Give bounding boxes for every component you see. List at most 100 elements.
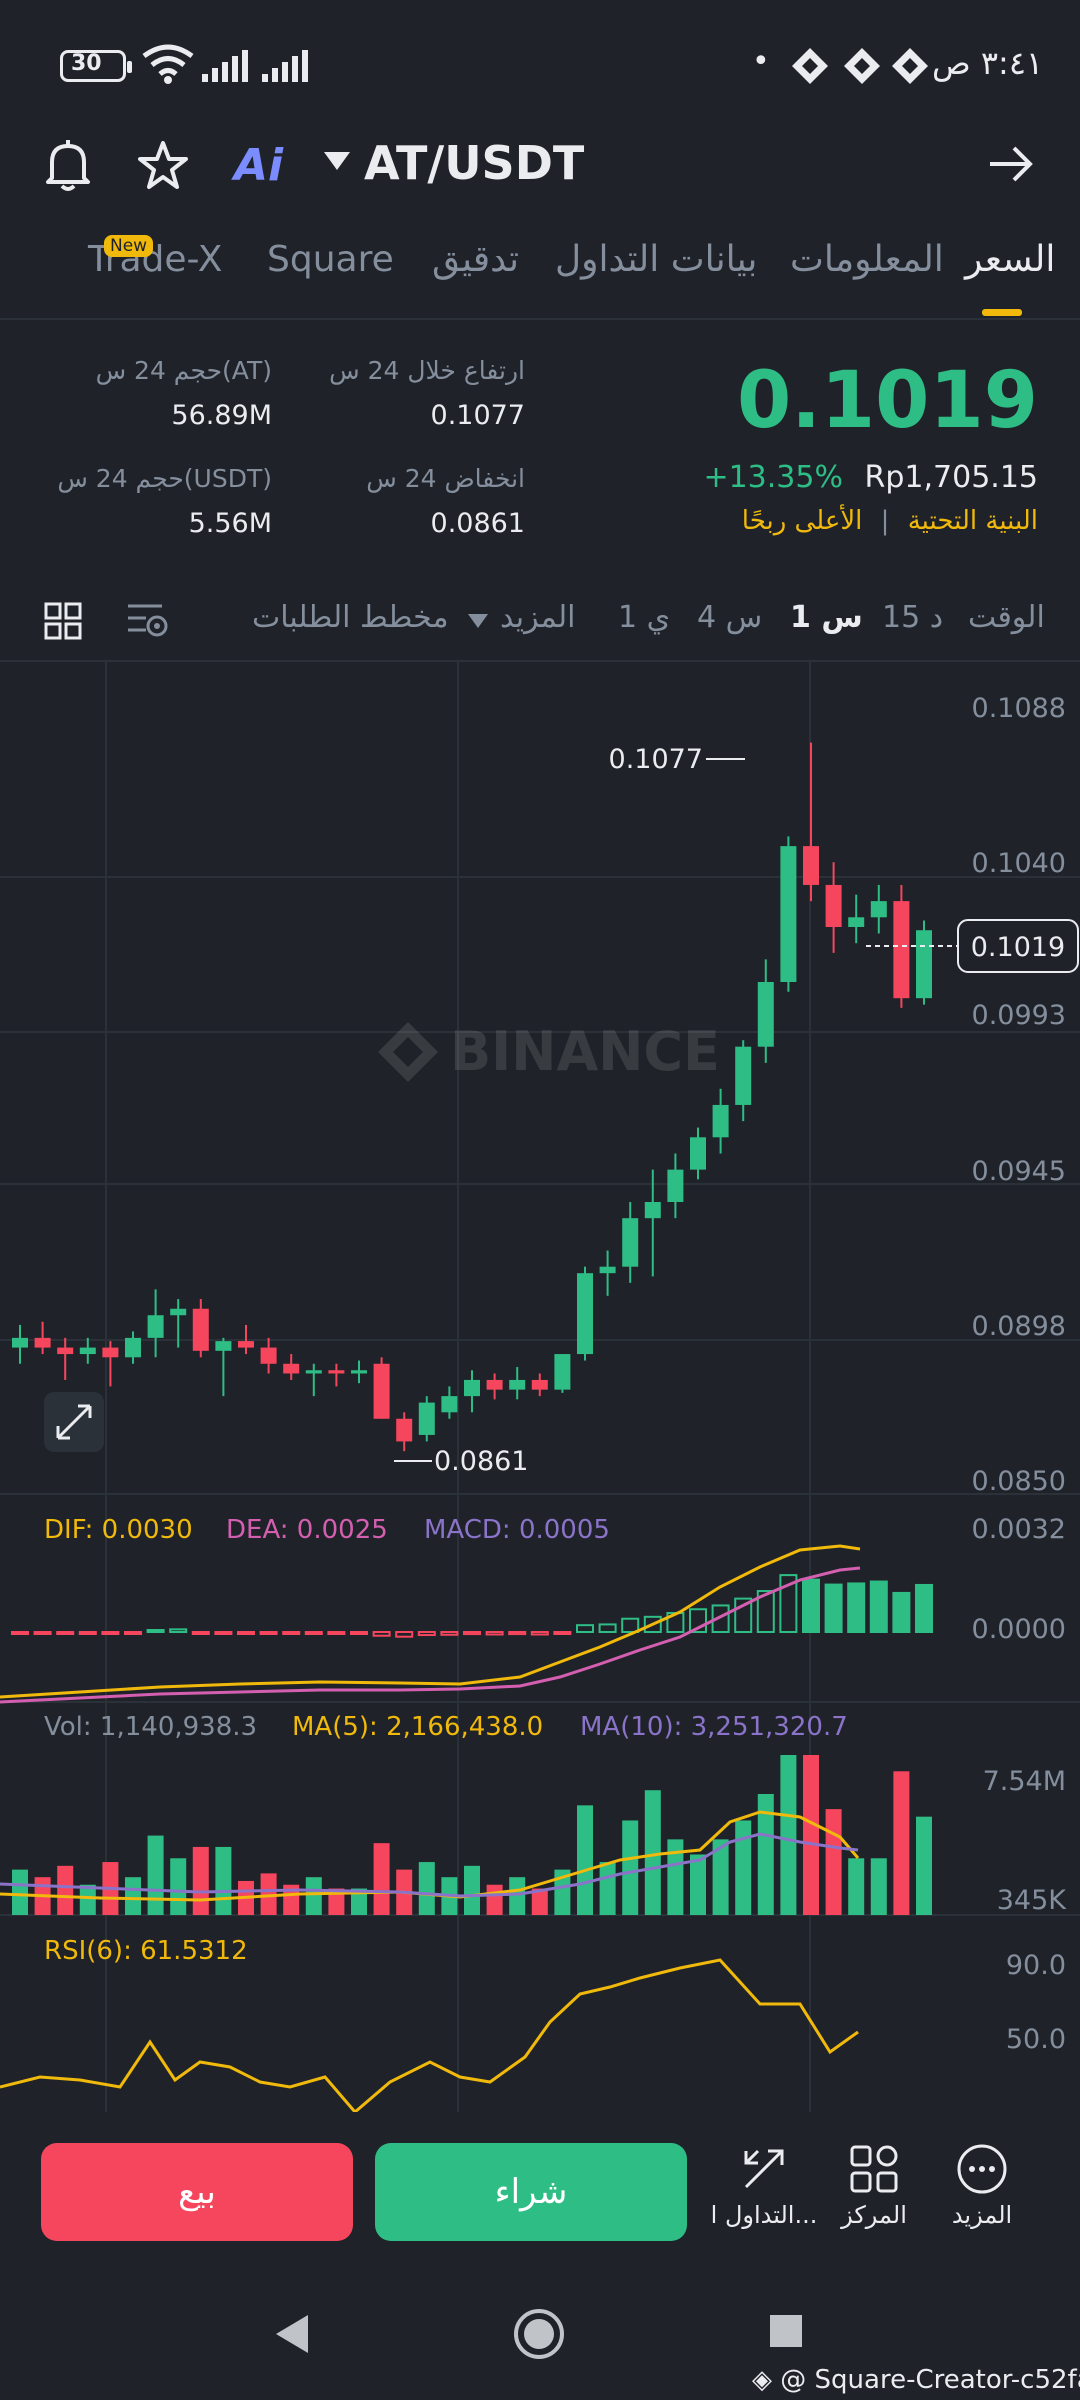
candle-body [396,1418,413,1442]
macd-bar [56,1631,75,1635]
price-change-row: +13.35% Rp1,705.15 [703,460,1038,495]
recents-icon[interactable] [768,2313,804,2349]
trading-label: التداول ا... [710,2201,818,2229]
chart-area[interactable]: BINANCE 0.1088 0.1040 0.0993 0.0945 0.08… [0,662,1080,2112]
tf-1h[interactable]: 1 س [790,600,863,635]
home-icon[interactable] [512,2307,566,2361]
macd-bar [191,1631,210,1635]
volume-bar [848,1858,865,1915]
volume-bar [283,1884,300,1915]
volume-bar [486,1884,503,1915]
tf-time-label[interactable]: الوقت [968,600,1045,635]
grid-layout-icon[interactable] [44,602,82,640]
tf-more[interactable]: المزيد [500,600,576,635]
macd-tick: 0.0000 [972,1614,1066,1645]
indicator-settings-icon[interactable] [126,600,170,640]
candle-body [916,930,932,999]
fiat-price: Rp1,705.15 [864,460,1038,495]
candle-body [825,884,842,927]
candle-body [622,1218,639,1267]
candle-body [170,1308,187,1316]
back-icon[interactable] [272,2313,312,2355]
volume-bar [192,1846,209,1915]
price-tick: 0.0898 [972,1311,1066,1342]
status-time: ٣:٤١ ص [932,44,1044,82]
hub-button[interactable]: المركز [814,2143,934,2229]
timeframe-bar: الوقت 15 د 1 س 4 س 1 ي المزيد مخطط الطلب… [0,580,1080,662]
macd-bar [892,1591,911,1633]
macd-bar [802,1578,820,1633]
volume-bar [644,1790,661,1915]
pair-title[interactable]: AT/USDT [364,136,585,190]
volume-bar [215,1846,232,1915]
creator-watermark-text: @ Square-Creator-c52fa... [780,2365,1080,2395]
candle-body [328,1370,345,1374]
candle-body [577,1273,593,1355]
macd-bar [508,1631,527,1636]
expand-icon [56,1404,92,1440]
volume-bar [57,1865,74,1915]
macd-bar [372,1631,391,1637]
chart-grid [0,662,1080,2112]
macd-bar [779,1574,798,1634]
volume-bar [622,1820,639,1915]
candle-body [531,1379,548,1390]
volume-bar [79,1884,96,1915]
candle-body [238,1341,254,1348]
volume-bar [780,1755,797,1915]
macd-bar [78,1631,97,1635]
tab-trading-data[interactable]: بيانات التداول [555,239,758,280]
high-value: 0.1077 [430,400,525,431]
tab-info[interactable]: المعلومات [790,239,944,280]
candle-body [644,1202,661,1219]
tf-orderbook-chart[interactable]: مخطط الطلبات [252,600,449,635]
macd-bar [915,1583,933,1633]
macd-bar [621,1617,640,1633]
candle-body [486,1379,503,1390]
tags-row[interactable]: البنية التحتية | الأعلى ربحًا [741,506,1038,536]
macd-dea-label: DEA: 0.0025 [226,1515,388,1545]
macd-bar [214,1631,233,1635]
bell-icon[interactable] [44,138,92,192]
wifi-icon [142,44,194,84]
tf-1d[interactable]: 1 ي [618,600,671,635]
macd-tick: 0.0032 [972,1514,1066,1545]
macd-bar [327,1631,346,1635]
volume-bar [757,1793,774,1915]
vol-label: Vol: 1,140,938.3 [44,1712,257,1742]
sell-button[interactable]: بيع [41,2143,353,2241]
macd-bar [689,1608,707,1634]
tab-underline [982,309,1022,316]
star-icon[interactable] [138,140,188,190]
binance-notification-icon [892,48,928,84]
candle-body [599,1266,616,1274]
candlestick-chart[interactable]: BINANCE 0.1088 0.1040 0.0993 0.0945 0.08… [0,662,1080,2112]
low-marker-label: 0.0861 [434,1446,528,1477]
tf-15m[interactable]: 15 د [882,600,944,635]
buy-button[interactable]: شراء [375,2143,687,2241]
macd-bar [169,1628,188,1634]
volume-bar [260,1873,277,1915]
caret-down-icon[interactable] [324,152,350,170]
tag-top-gainers[interactable]: الأعلى ربحًا [741,506,863,536]
volume-bar [803,1755,819,1915]
macd-bar [734,1597,753,1633]
volume-bar [554,1869,571,1915]
expand-chart-button[interactable] [44,1392,104,1452]
ai-icon[interactable]: Ai [234,140,284,191]
volume-bar [170,1858,187,1915]
caret-down-icon[interactable] [468,614,488,628]
tf-4h[interactable]: 4 س [697,600,763,635]
tag-infrastructure[interactable]: البنية التحتية [907,506,1038,536]
macd-bar [553,1631,572,1635]
watermark-text: BINANCE [450,1020,720,1083]
more-button[interactable]: المزيد [922,2143,1042,2229]
arrow-right-icon[interactable] [988,144,1034,184]
tab-price[interactable]: السعر [965,239,1056,280]
tab-audit[interactable]: تدقيق [432,239,520,280]
volume-bars [12,1755,932,1915]
trading-button[interactable]: التداول ا... [704,2143,824,2229]
volume-bar [825,1809,842,1915]
tab-square[interactable]: Square [267,239,394,280]
vol-ma10-label: MA(10): 3,251,320.7 [580,1712,848,1742]
